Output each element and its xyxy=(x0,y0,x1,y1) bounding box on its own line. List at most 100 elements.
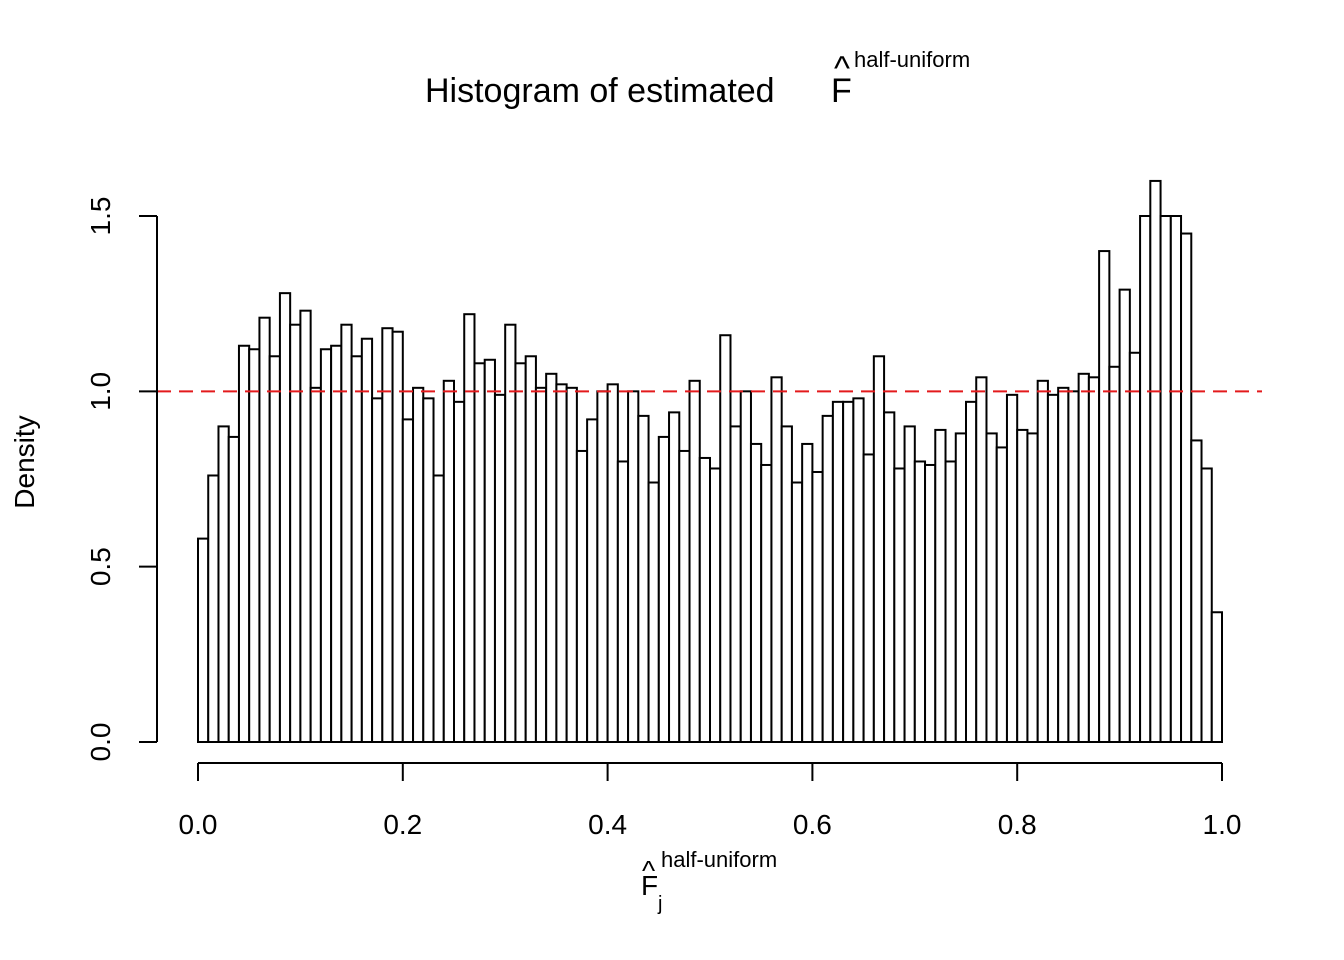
histogram-bar xyxy=(913,460,927,743)
histogram-bar xyxy=(647,481,660,743)
histogram-bar xyxy=(514,362,527,743)
x-tick-label: 0.0 xyxy=(179,809,218,840)
histogram-bar xyxy=(657,435,671,743)
histogram-bar xyxy=(1026,432,1039,743)
x-axis: 0.0 0.2 0.4 0.6 0.8 1.0 xyxy=(179,762,1242,840)
histogram-bar xyxy=(729,425,742,743)
histogram-bar xyxy=(207,474,220,743)
histogram-bar xyxy=(606,383,619,743)
histogram-bar xyxy=(432,474,445,743)
histogram-bar xyxy=(954,432,968,743)
histogram-bar xyxy=(780,425,793,743)
histogram-bar xyxy=(1180,232,1193,743)
histogram-bar xyxy=(596,390,609,743)
histogram-bar xyxy=(371,397,384,743)
histogram-bar xyxy=(688,379,701,743)
histogram-bar xyxy=(872,355,886,743)
histogram-bar xyxy=(1159,215,1172,743)
histogram-bar xyxy=(442,379,456,743)
x-tick-label: 0.6 xyxy=(793,809,832,840)
x-axis-label-superscript: half-uniform xyxy=(661,847,777,872)
histogram-bar xyxy=(770,376,783,743)
chart-title-text: Histogram of estimated xyxy=(425,72,775,110)
histogram-bar xyxy=(801,442,814,743)
histogram-bar xyxy=(811,470,824,743)
histogram-bar xyxy=(924,463,937,743)
histogram-bar xyxy=(616,460,630,743)
histogram-bar xyxy=(995,446,1008,743)
histogram-bar xyxy=(493,393,507,743)
histogram-bar xyxy=(534,386,548,743)
histogram-bar xyxy=(1210,611,1224,743)
histogram-bar xyxy=(627,390,640,743)
histogram-bar xyxy=(893,467,906,743)
histogram-bar xyxy=(975,376,988,743)
histogram-bar xyxy=(422,397,435,743)
histogram-bar xyxy=(1118,288,1131,743)
y-tick-label: 1.0 xyxy=(85,372,116,411)
histogram-bar xyxy=(719,334,732,743)
histogram-bar xyxy=(197,537,210,743)
y-tick-label: 1.5 xyxy=(85,197,116,236)
histogram-bar xyxy=(565,386,578,743)
histogram-bar xyxy=(668,411,681,743)
chart-title-symbol: F xyxy=(831,72,852,110)
histogram-bar xyxy=(248,348,261,743)
histogram-bar xyxy=(985,432,998,743)
chart-title-hat: ^ xyxy=(834,50,850,88)
histogram-bar xyxy=(237,344,251,743)
histogram-bar xyxy=(524,355,537,743)
chart-title-superscript: half-uniform xyxy=(854,47,970,72)
histogram-bar xyxy=(883,411,896,743)
histogram-bar xyxy=(545,372,558,743)
histogram-bar xyxy=(1190,439,1203,743)
histogram-bar xyxy=(637,414,650,743)
histogram-bar xyxy=(790,481,804,743)
histogram-bar xyxy=(1046,393,1060,743)
histogram-bar xyxy=(862,453,875,743)
histogram-bars xyxy=(197,179,1224,743)
histogram-bar xyxy=(749,442,763,743)
histogram-bar xyxy=(934,428,947,743)
chart-title: Histogram of estimated F ^ half-uniform xyxy=(425,47,970,110)
histogram-bar xyxy=(381,327,394,743)
histogram-bar xyxy=(760,463,773,743)
histogram-bar xyxy=(1036,379,1049,743)
histogram-bar xyxy=(698,456,712,743)
histogram-bar xyxy=(1016,428,1029,743)
x-tick-label: 0.2 xyxy=(383,809,422,840)
y-tick-label: 0.5 xyxy=(85,547,116,586)
x-tick-label: 1.0 xyxy=(1203,809,1242,840)
histogram-bar xyxy=(412,386,425,743)
histogram-bar xyxy=(268,355,281,743)
histogram-bar xyxy=(678,449,691,743)
histogram-bar xyxy=(1098,250,1111,743)
histogram-bar xyxy=(1067,390,1080,743)
histogram-bar xyxy=(831,400,845,743)
histogram-bar xyxy=(340,323,353,743)
histogram-bar xyxy=(903,425,916,743)
histogram-bar xyxy=(350,355,363,743)
histogram-bar xyxy=(463,313,476,743)
y-axis: 0.0 0.5 1.0 1.5 xyxy=(85,197,158,762)
histogram-bar xyxy=(391,330,404,743)
histogram-bar xyxy=(965,400,978,743)
histogram-bar xyxy=(1149,179,1162,743)
histogram-bar xyxy=(483,358,496,743)
histogram-bar xyxy=(586,418,599,743)
x-tick-label: 0.4 xyxy=(588,809,627,840)
histogram-bar xyxy=(1169,215,1183,743)
y-tick-label: 0.0 xyxy=(85,723,116,762)
histogram-bar xyxy=(217,425,230,743)
histogram-bar xyxy=(227,435,240,743)
x-tick-label: 0.8 xyxy=(998,809,1037,840)
histogram-bar xyxy=(1108,365,1121,743)
histogram-bar xyxy=(1077,372,1090,743)
histogram-bar xyxy=(1139,215,1152,743)
histogram-bar xyxy=(739,390,752,743)
histogram-bar xyxy=(555,383,568,743)
histogram-bar xyxy=(1200,467,1213,743)
histogram-bar xyxy=(1057,386,1070,743)
x-axis-label-symbol: F xyxy=(641,870,658,901)
